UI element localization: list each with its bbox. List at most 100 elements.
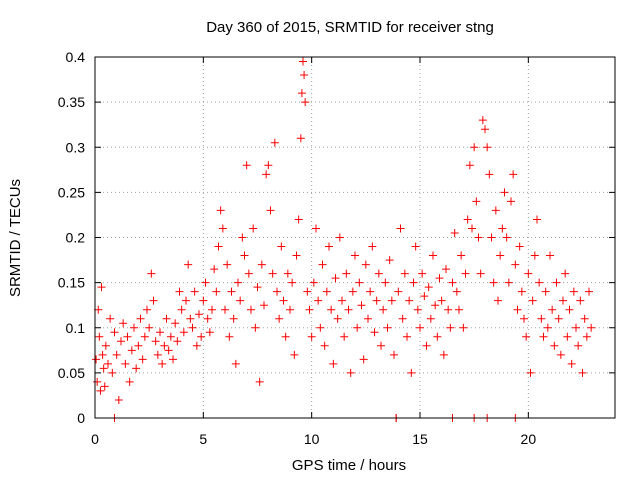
data-point [225,332,234,341]
data-point [446,323,455,332]
data-point [277,242,286,251]
data-point [498,224,507,233]
data-point [318,260,327,269]
data-point [387,296,396,305]
data-point [117,337,125,346]
data-point [342,269,351,278]
data-point [93,377,102,386]
data-point [381,278,390,287]
data-point [351,251,359,260]
data-point [546,251,554,260]
data-point [368,242,377,251]
data-point [275,314,284,323]
x-tick-label: 20 [521,431,537,447]
data-point [227,287,236,296]
x-tick-label: 5 [199,431,207,447]
data-point [344,305,353,314]
data-point [390,350,398,359]
data-point [162,314,171,323]
data-point [554,314,563,323]
data-point [257,260,266,269]
data-point [242,161,251,170]
data-point [507,197,515,206]
data-point [396,224,405,233]
data-point [294,215,303,224]
data-point [325,242,333,251]
data-point [212,287,221,296]
data-point [182,296,190,305]
data-point [281,332,290,341]
data-point [509,170,518,179]
data-point [485,170,494,179]
data-point [197,332,206,341]
data-point [273,287,281,296]
data-point [502,233,511,242]
data-point [416,323,424,332]
data-point [305,305,314,314]
data-point [543,323,552,332]
data-point [177,305,186,314]
data-point [240,251,249,260]
data-point [266,206,275,215]
data-point [374,269,383,278]
data-point [355,278,364,287]
data-point [405,296,414,305]
data-point [474,233,483,242]
data-point [149,296,158,305]
data-point [468,224,476,233]
data-point [422,341,431,350]
data-point [110,328,119,337]
data-point [366,287,375,296]
data-point [125,377,134,386]
data-point [394,287,403,296]
data-point [567,359,576,368]
data-point [132,364,141,373]
data-point [253,283,262,292]
data-point [296,134,305,143]
data-point [448,278,457,287]
data-point [205,328,214,337]
y-tick-label: 0.1 [66,320,86,336]
data-point [470,143,479,152]
data-point [533,215,541,224]
data-point [372,296,381,305]
data-point [437,296,446,305]
data-point [515,242,524,251]
y-tick-label: 0.35 [58,94,85,110]
data-point [299,57,307,66]
data-point [184,260,193,269]
grid [95,57,615,418]
data-point [559,296,567,305]
data-point [403,332,411,341]
data-point [370,328,379,337]
data-point [535,278,544,287]
data-point [578,368,587,377]
data-point [214,242,223,251]
data-point [522,332,531,341]
data-point [186,314,195,323]
data-point [314,296,323,305]
data-point [400,269,409,278]
data-point [472,197,481,206]
data-point [478,116,487,125]
data-point [517,287,526,296]
data-point [316,323,325,332]
x-tick-label: 0 [91,431,99,447]
data-point [262,170,271,179]
data-point [322,287,331,296]
data-point [169,355,177,364]
data-point [173,337,182,346]
data-point [301,98,310,107]
data-point [524,269,533,278]
data-point [171,319,180,328]
data-point [175,287,184,296]
data-point [439,350,448,359]
y-tick-label: 0 [77,410,85,426]
data-point [188,323,197,332]
data-point [238,233,247,242]
data-point [585,287,593,296]
data-point [587,323,596,332]
data-point [561,269,570,278]
